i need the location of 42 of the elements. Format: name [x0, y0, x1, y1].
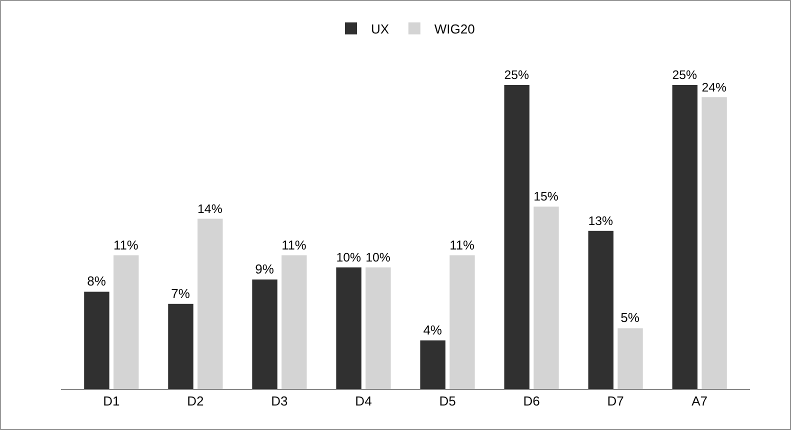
data-label: 11% [282, 237, 306, 252]
data-label: 15% [534, 190, 558, 204]
x-tick-label: D5 [439, 394, 456, 409]
data-label: 11% [114, 237, 138, 252]
bar [282, 255, 307, 389]
data-label: 13% [588, 214, 614, 228]
legend-label: UX [371, 21, 390, 36]
data-label: 7% [171, 286, 190, 301]
data-label: 25% [672, 68, 698, 82]
bar [504, 85, 530, 389]
bar [420, 340, 446, 389]
bar [114, 255, 139, 389]
bar [618, 328, 643, 389]
bar [198, 218, 223, 389]
bar [672, 85, 698, 389]
bar [702, 97, 727, 389]
x-tick-label: D4 [355, 394, 372, 409]
x-tick-label: D3 [271, 394, 288, 409]
data-label: 9% [255, 262, 274, 277]
x-tick-label: D2 [187, 394, 204, 409]
legend-label: WIG20 [434, 21, 475, 36]
x-tick-label: A7 [692, 394, 708, 409]
bar [168, 304, 194, 389]
bar [450, 255, 475, 389]
x-tick-label: D1 [103, 394, 120, 409]
data-label: 24% [702, 80, 726, 94]
x-tick-label: D7 [607, 394, 624, 409]
data-label: 14% [198, 202, 222, 216]
data-label: 4% [423, 322, 442, 338]
data-label: 8% [87, 274, 106, 289]
bar [252, 280, 278, 389]
bar [336, 267, 362, 389]
bar [84, 292, 110, 389]
bar [588, 230, 614, 389]
data-label: 25% [504, 68, 530, 82]
bar [366, 267, 391, 389]
data-label: 5% [620, 310, 640, 326]
data-label: 10% [336, 250, 361, 265]
data-label: 10% [366, 250, 390, 265]
data-label: 11% [450, 237, 474, 252]
x-tick-label: D6 [523, 394, 540, 409]
bar [534, 206, 559, 389]
